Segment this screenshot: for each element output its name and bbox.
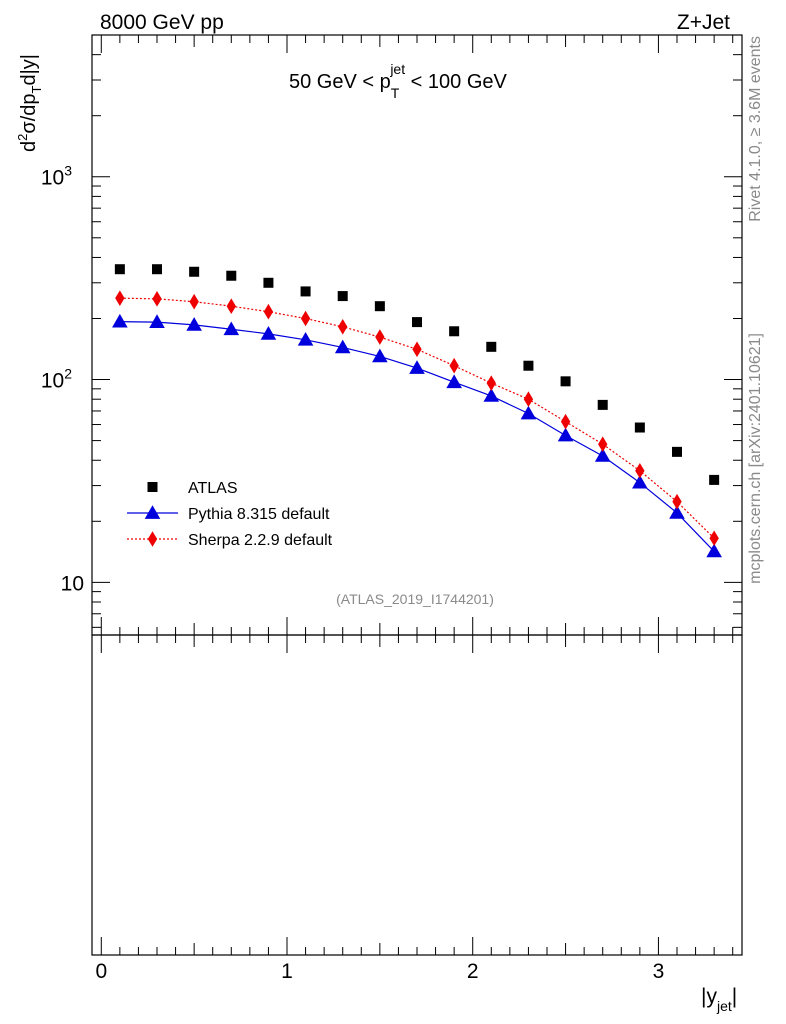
x-tick-label: 3 <box>653 960 665 983</box>
data-point-s1-1 <box>149 314 165 328</box>
data-point-s0-2 <box>189 266 200 277</box>
data-point-s2-5 <box>300 310 311 327</box>
data-point-s0-12 <box>560 376 571 387</box>
legend-label-0: ATLAS <box>188 480 238 497</box>
y-tick-label: 102 <box>41 366 72 393</box>
x-tick-label: 0 <box>95 960 107 983</box>
data-point-s0-7 <box>374 301 385 312</box>
header-right: Z+Jet <box>677 11 730 34</box>
data-point-s1-10 <box>483 388 500 402</box>
data-point-s1-16 <box>706 543 722 558</box>
data-point-s2-6 <box>338 319 348 335</box>
series-layer <box>112 264 722 558</box>
data-point-s2-2 <box>189 293 199 310</box>
data-point-s0-11 <box>523 360 534 371</box>
data-point-s1-0 <box>112 313 128 328</box>
data-point-s1-2 <box>186 317 202 331</box>
data-point-s0-14 <box>634 422 645 433</box>
data-point-s1-15 <box>669 505 685 519</box>
data-point-s0-5 <box>300 286 311 297</box>
legend-label-2: Sherpa 2.2.9 default <box>188 532 333 549</box>
data-point-s1-7 <box>372 348 388 363</box>
data-point-s2-15 <box>672 493 682 510</box>
legend-marker-1 <box>144 505 161 519</box>
data-point-s0-0 <box>114 264 125 275</box>
mcplots-label: mcplots.cern.ch [arXiv:2401.10621] <box>747 333 764 584</box>
data-point-s0-16 <box>709 474 720 485</box>
data-point-s0-10 <box>486 341 497 352</box>
data-point-s1-9 <box>446 374 462 389</box>
data-point-s2-16 <box>709 530 719 547</box>
data-point-s0-6 <box>337 291 348 302</box>
data-point-s0-9 <box>449 326 460 337</box>
header-left: 8000 GeV pp <box>100 11 224 34</box>
plot-title: 50 GeV < pTjet < 100 GeV <box>289 61 508 101</box>
y-tick-label: 103 <box>41 163 72 190</box>
data-point-s2-1 <box>152 291 162 307</box>
data-point-s1-8 <box>409 360 425 374</box>
x-tick-label: 2 <box>467 960 479 983</box>
data-point-s2-8 <box>412 341 422 358</box>
data-point-s2-4 <box>263 303 274 320</box>
data-point-s1-6 <box>334 339 351 354</box>
data-point-s1-4 <box>260 326 277 340</box>
legend: ATLAS Pythia 8.315 default Sherpa 2.2.9 de… <box>127 480 333 549</box>
legend-marker-2 <box>147 531 158 547</box>
data-point-s0-1 <box>152 264 162 275</box>
data-point-s1-5 <box>297 332 314 346</box>
data-point-s2-12 <box>560 413 571 430</box>
data-point-s0-13 <box>597 399 608 410</box>
data-point-s0-8 <box>412 317 422 328</box>
data-point-s2-9 <box>449 357 459 374</box>
data-point-s1-12 <box>557 427 574 442</box>
y-axis-label: d2σ/dpTd|y| <box>15 54 44 152</box>
data-point-s0-4 <box>263 277 274 288</box>
plot-title-suffix: < 100 GeV <box>405 71 507 93</box>
rivet-label: Rivet 4.1.0, ≥ 3.6M events <box>747 36 764 222</box>
axes-group: 10 102 103 0 1 2 3 <box>41 34 742 983</box>
data-point-s2-14 <box>635 462 645 479</box>
data-point-s1-11 <box>520 405 537 420</box>
ratio-plot-frame <box>91 634 743 956</box>
data-point-s0-3 <box>226 270 237 281</box>
series-line-2 <box>119 297 715 539</box>
data-point-s2-0 <box>115 290 125 306</box>
data-point-s1-14 <box>632 474 648 489</box>
data-point-s0-15 <box>672 446 682 457</box>
x-tick-label: 1 <box>281 960 293 983</box>
data-point-s1-3 <box>223 321 240 336</box>
plot-title-prefix: 50 GeV < p <box>289 71 391 93</box>
legend-label-1: Pythia 8.315 default <box>188 506 330 523</box>
x-axis-label: |yjet| <box>701 985 737 1014</box>
plot-title-sup: jet <box>389 61 405 77</box>
data-point-s2-13 <box>598 436 608 452</box>
data-point-s1-13 <box>594 448 611 462</box>
plot-title-sub: T <box>391 85 400 101</box>
y-tick-label: 10 <box>61 572 84 595</box>
data-point-s2-11 <box>523 391 534 408</box>
analysis-watermark: (ATLAS_2019_I1744201) <box>336 591 494 607</box>
legend-marker-0 <box>147 482 158 492</box>
data-point-s2-7 <box>375 329 385 345</box>
data-point-s2-3 <box>226 298 236 314</box>
data-point-s2-10 <box>486 375 496 391</box>
